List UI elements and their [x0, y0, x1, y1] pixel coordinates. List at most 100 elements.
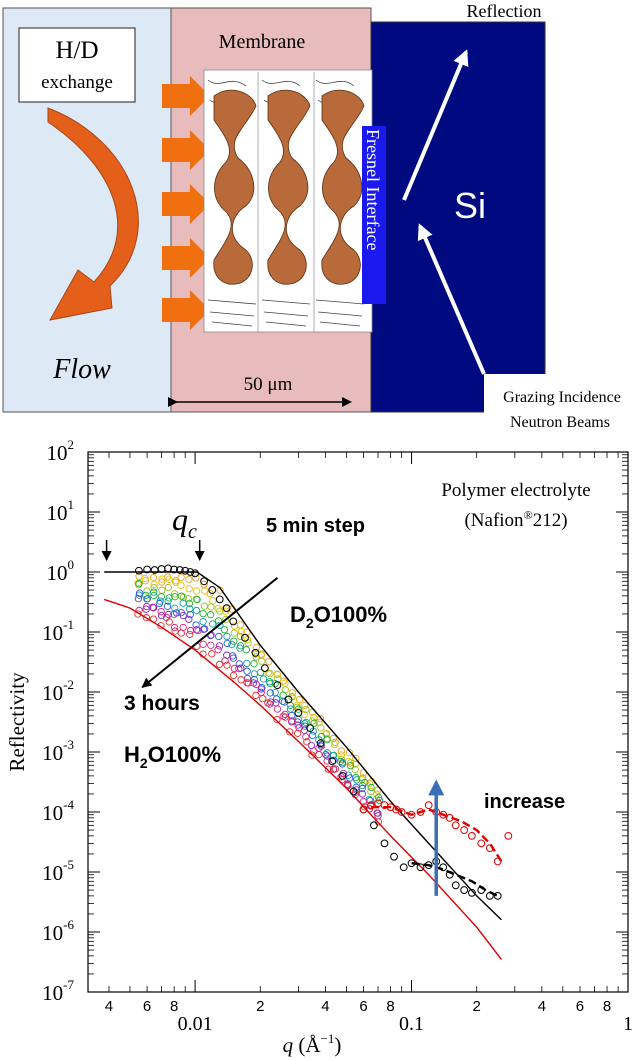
- band-point: [150, 591, 158, 600]
- band-point: [216, 621, 224, 630]
- d2o-data-point: [460, 886, 469, 894]
- band-point: [310, 719, 318, 727]
- fresnel-label: Fresnel Interface: [363, 129, 383, 250]
- band-point: [302, 705, 310, 714]
- h2o-data-point: [493, 857, 502, 866]
- flux-arrow-3: [162, 184, 210, 224]
- band-point: [317, 742, 325, 750]
- band-point: [323, 736, 331, 744]
- schematic: H/D exchange Flow Membrane: [2, 1, 640, 438]
- band-point: [273, 670, 281, 678]
- band-point: [199, 609, 207, 618]
- band-point: [229, 654, 238, 662]
- d2o-data-point: [467, 888, 476, 897]
- y-tick-exp: -5: [63, 857, 74, 872]
- band-point: [186, 605, 194, 613]
- band-point: [308, 751, 316, 759]
- band-point: [280, 698, 288, 706]
- y-tick-label: 10-6: [42, 917, 74, 945]
- silicon-region: [370, 21, 546, 413]
- plot-frame: [87, 451, 629, 993]
- y-axis-label: Reflectivity: [5, 672, 29, 772]
- hours-label: 3 hours: [124, 692, 200, 715]
- band-point: [323, 752, 331, 760]
- ionic-domain-2: [267, 89, 311, 285]
- band-point: [185, 615, 193, 624]
- band-point: [192, 587, 201, 595]
- x-minor-label: 2: [473, 998, 481, 1015]
- y-tick-label: 10-3: [42, 737, 74, 765]
- band-point: [177, 629, 185, 637]
- band-point: [170, 623, 179, 632]
- d2o-data-point: [241, 633, 249, 642]
- band-point: [331, 765, 340, 773]
- band-point: [322, 730, 330, 738]
- x-minor-label: 8: [386, 998, 394, 1015]
- band-point: [135, 580, 143, 588]
- y-tick-base: 10: [42, 741, 63, 765]
- band-point: [367, 787, 375, 796]
- x-minor-label: 2: [256, 998, 264, 1015]
- band-point: [345, 748, 354, 757]
- band-point: [303, 738, 311, 746]
- reflected-beam: [402, 49, 469, 201]
- band-point: [235, 665, 243, 673]
- fit-curve: [104, 571, 502, 921]
- band-point: [158, 575, 166, 583]
- band-point: [317, 724, 325, 732]
- band-point: [164, 597, 172, 605]
- band-point: [301, 701, 309, 710]
- d2o-label: D2O100%: [290, 602, 387, 631]
- band-point: [216, 607, 224, 615]
- y-tick-base: 10: [42, 981, 63, 1005]
- h2o-label: H2O100%: [124, 742, 221, 771]
- x-label-unit: (Å: [293, 1033, 321, 1057]
- band-point: [209, 597, 217, 605]
- d2o-data-point: [229, 617, 238, 626]
- h2o-data-point: [359, 805, 368, 814]
- band-point: [259, 675, 268, 683]
- band-point: [286, 728, 294, 736]
- band-point: [165, 575, 173, 583]
- band-point: [250, 660, 258, 668]
- band-point: [136, 589, 144, 597]
- y-tick-label: 10-1: [42, 617, 74, 645]
- membrane-label: Membrane: [219, 31, 306, 53]
- x-minor-label: 6: [143, 998, 151, 1015]
- d2o-data-point: [328, 757, 337, 766]
- band-point: [221, 657, 229, 665]
- d2o-data-point: [493, 891, 502, 900]
- band-point: [208, 620, 217, 628]
- band-point: [337, 773, 345, 781]
- band-point: [177, 592, 186, 600]
- band-point: [266, 689, 274, 697]
- d2o-data-point: [215, 595, 224, 604]
- grazing-box: [484, 374, 640, 438]
- d2o-data-point: [399, 863, 408, 872]
- h2o-data-point: [467, 831, 476, 840]
- band-point: [361, 778, 369, 787]
- band-point: [265, 658, 273, 666]
- band-point: [244, 679, 252, 687]
- band-point: [186, 610, 194, 619]
- band-point: [230, 622, 239, 630]
- band-point: [215, 660, 224, 669]
- x-minor-label: 4: [538, 998, 546, 1015]
- h2o-rest: O100%: [148, 742, 221, 767]
- band-point: [235, 660, 243, 668]
- band-point: [351, 760, 359, 768]
- y-tick-base: 10: [42, 861, 63, 885]
- x-major-label: 0.1: [399, 1013, 424, 1035]
- d2o-data-point: [416, 863, 425, 872]
- band-point: [359, 797, 368, 806]
- band-point: [331, 738, 339, 747]
- scale-label: 50 μm: [244, 374, 293, 395]
- band-point: [329, 734, 337, 743]
- x-major-label: 0.01: [178, 1013, 213, 1035]
- band-point: [252, 680, 260, 689]
- h2o-data-point: [367, 801, 375, 810]
- band-point: [223, 639, 231, 648]
- d2o-data-point: [370, 821, 378, 830]
- d2o-data-point: [260, 664, 269, 673]
